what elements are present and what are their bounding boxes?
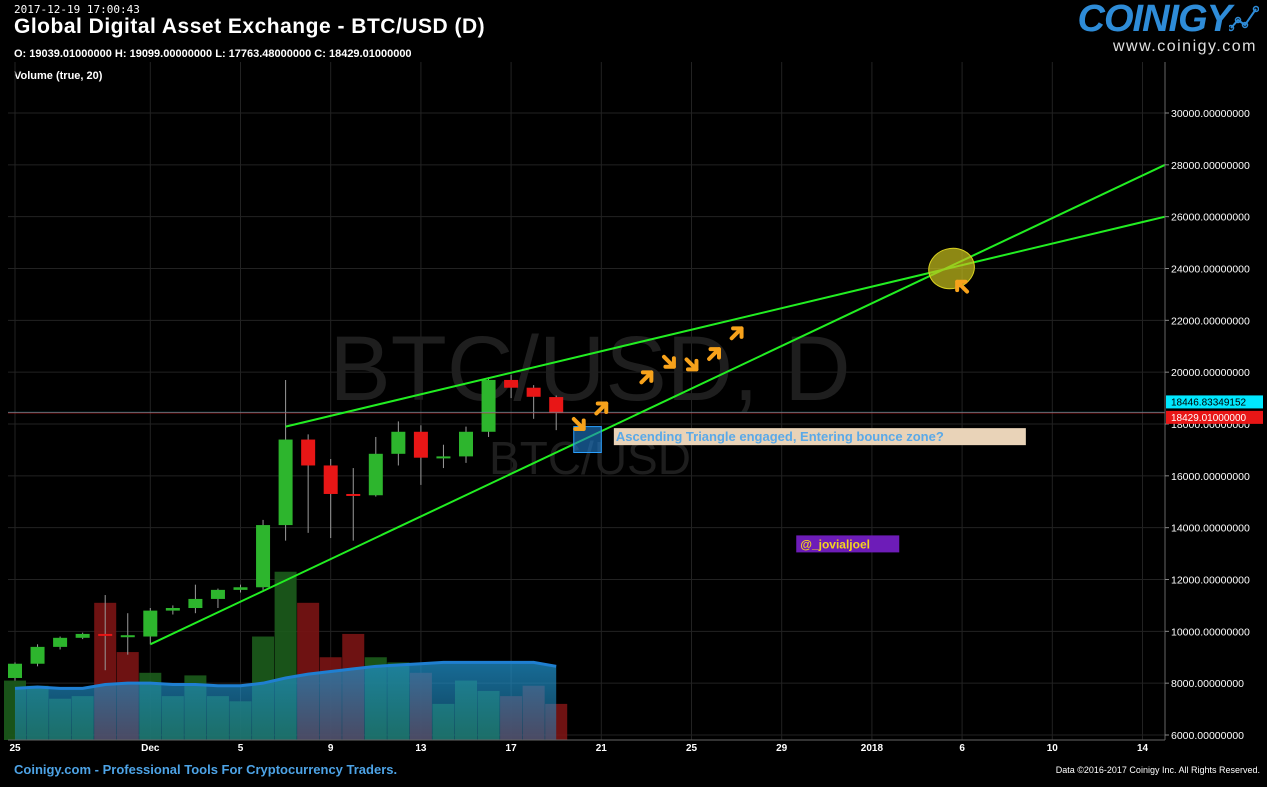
candle-body [143,610,158,637]
x-tick-label: 13 [415,743,427,754]
x-tick-label: 17 [506,743,518,754]
x-tick-label: 21 [596,743,608,754]
y-tick-label: 30000.00000000 [1171,108,1250,120]
logo-chart-icon [1229,5,1259,32]
arrow-icon-stroke [707,347,721,361]
candle-body [75,633,90,638]
candle-body [278,439,293,526]
volume-ma-area [15,662,557,740]
logo-wordmark: COINIGY [1077,0,1232,40]
price-badge-label: 18429.01000000 [1171,413,1247,424]
candle-body [481,379,496,432]
candle-body [413,431,428,458]
candle-body [210,589,225,599]
y-tick-label: 14000.00000000 [1171,523,1250,535]
chart-title: Global Digital Asset Exchange - BTC/USD … [14,15,486,38]
candle-body [526,387,541,397]
trendline-upper [285,215,1166,428]
candle-body [30,646,45,664]
price-badge-label: 18446.83349152 [1171,397,1247,408]
arrow-icon [955,279,970,294]
arrow-icon [571,417,586,431]
candle-body [188,598,203,609]
arrow-icon-stroke [955,279,970,294]
intersection-ellipse [928,247,975,290]
candle-body [233,587,248,590]
arrow-icon-stroke [684,357,699,372]
drawings: Ascending Triangle engaged, Entering bou… [8,163,1166,646]
trendline-lower [149,163,1166,646]
volume-indicator-label: Volume (true, 20) [14,70,103,82]
price-badge [1166,395,1263,409]
volume-bars [4,571,568,740]
candle-body [436,456,451,459]
candle-body [549,397,564,413]
author-tag: @_jovialjoel [800,537,870,551]
candle-body [53,637,68,647]
volume-ma-line [14,660,557,690]
y-tick-label: 20000.00000000 [1171,367,1250,379]
arrow-icon [729,326,744,341]
candle-body [504,379,519,388]
arrow-icon-stroke [662,354,676,369]
axes: 25 Dec 5 9 13 17 21 25 29 2018 6 10 14 6000.00000000 8… [8,62,1263,754]
x-tick-label: 29 [776,743,788,754]
y-tick-label: 6000.00000000 [1171,730,1244,742]
arrow-icon-stroke [594,401,609,416]
footer-tagline[interactable]: Coinigy.com - Professional Tools For Cry… [14,762,398,777]
arrow-icon-stroke [639,370,654,385]
watermark-large: BTC/USD, D [329,318,850,420]
candle-body [165,608,180,611]
candle-body [301,439,316,466]
candle-body [98,633,113,636]
y-tick-label: 8000.00000000 [1171,678,1244,690]
candle-body [8,663,22,678]
footer-copyright: Data ©2016-2017 Coinigy Inc. All Rights … [1055,765,1260,775]
y-tick-label: 12000.00000000 [1171,575,1250,587]
arrow-icon-stroke [571,417,586,431]
annotation-box [613,428,1026,446]
arrow-icon [684,357,699,372]
y-tick-label: 26000.00000000 [1171,212,1250,224]
arrow-icon [662,354,676,369]
coinigy-logo[interactable]: COINIGY www.coinigy.com [1078,0,1259,58]
logo-url: www.coinigy.com [1112,38,1257,55]
y-tick-label: 24000.00000000 [1171,264,1250,276]
x-tick-label: 14 [1137,743,1149,754]
timestamp: 2017-12-19 17:00:43 [14,3,140,16]
x-tick-label: 10 [1047,743,1059,754]
x-tick-label: 5 [238,743,244,754]
candle-body [368,453,383,496]
candle-body [346,493,361,496]
candle-body [256,525,271,588]
x-tick-label: 25 [9,743,21,754]
ohlc-readout: O: 19039.01000000 H: 19099.00000000 L: 1… [14,48,412,60]
candle-body [120,635,135,638]
x-tick-label: 25 [686,743,698,754]
y-tick-label: 22000.00000000 [1171,315,1250,327]
candle-body [459,431,473,457]
arrow-icon-stroke [729,326,744,341]
annotation-text: Ascending Triangle engaged, Entering bou… [616,429,944,444]
arrow-icon [639,370,654,385]
author-tag-box [796,535,900,553]
y-tick-label: 16000.00000000 [1171,471,1250,483]
price-badge [1166,410,1263,424]
arrow-icon [707,347,721,361]
candle-body [391,431,406,454]
x-tick-label: Dec [141,743,160,754]
x-tick-label: 6 [959,743,965,754]
y-tick-label: 28000.00000000 [1171,160,1250,172]
candle-body [323,465,338,494]
arrow-icon [594,401,609,416]
x-tick-label: 2018 [861,743,884,754]
x-tick-label: 9 [328,743,334,754]
y-tick-label: 10000.00000000 [1171,626,1250,638]
